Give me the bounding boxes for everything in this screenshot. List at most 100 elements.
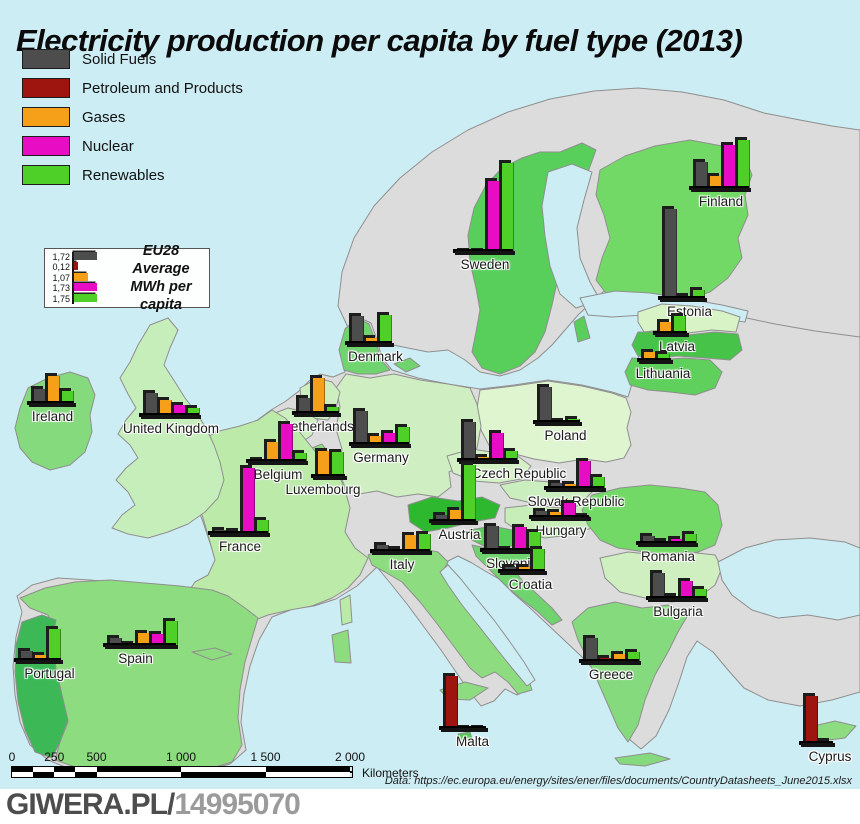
bar-renewables: [693, 290, 705, 300]
bar-petroleum: [600, 658, 612, 663]
legend-item-nuclear: Nuclear: [22, 136, 243, 156]
scale-tick-2000: 2 000: [334, 750, 366, 764]
bars-italy: [377, 534, 431, 553]
bars-spain: [110, 621, 178, 647]
chart-baseline: [459, 460, 519, 464]
chart-baseline: [16, 660, 63, 664]
bar-nuclear: [281, 424, 293, 463]
scale-bar-segments: [12, 767, 352, 777]
page-title: Electricity production per capita by fue…: [16, 22, 743, 58]
eu28-caption: EU28 Average MWh per capita: [116, 242, 206, 314]
country-label-romania: Romania: [640, 549, 696, 564]
chart-baseline: [648, 598, 708, 602]
bar-nuclear: [492, 433, 504, 462]
country-label-belgium: Belgium: [253, 467, 303, 482]
country-shape-crete: [614, 752, 671, 767]
chart-baseline: [351, 444, 411, 448]
scale-segment: [96, 772, 181, 777]
bar-gases: [710, 176, 722, 190]
eu28-average-box: 1,72 0,12 1,07 1,73 1,75 EU28 Average MWh pe…: [44, 243, 210, 313]
country-label-finland: Finland: [698, 194, 744, 209]
scale-segment: [33, 772, 55, 777]
bar-gases: [160, 400, 172, 417]
bar-renewables: [166, 621, 178, 647]
legend-label: Nuclear: [82, 137, 134, 155]
bars-united-kingdom: [146, 393, 200, 417]
bar-nuclear: [152, 634, 164, 647]
bar-solid: [146, 393, 158, 417]
bar-gases: [644, 352, 656, 362]
scale-segment: [54, 767, 76, 772]
country-label-bulgaria: Bulgaria: [653, 604, 703, 619]
legend-label: Solid Fuels: [82, 50, 157, 68]
bar-renewables: [506, 451, 518, 462]
scale-tick-1500: 1 500: [250, 750, 281, 764]
bars-belgium: [253, 424, 307, 463]
legend-list: Solid Fuels Petroleum and Products Gases Nu…: [22, 49, 243, 185]
chart-baseline: [535, 422, 582, 426]
country-label-ireland: Ireland: [31, 409, 74, 424]
chart-baseline: [482, 550, 542, 554]
country-label-greece: Greece: [588, 667, 634, 682]
chart-baseline: [660, 298, 707, 302]
watermark-site: GIWERA.PL/: [6, 788, 175, 821]
bar-solid: [110, 638, 122, 647]
bar-renewables: [593, 477, 605, 490]
bar-solid: [551, 483, 563, 490]
solid-color-swatch: [22, 49, 70, 69]
bar-gases: [614, 654, 626, 663]
bars-poland: [540, 387, 580, 424]
bar-solid: [34, 389, 46, 405]
eu28-mini-bar-chart: [72, 251, 116, 305]
bar-solid: [464, 422, 476, 462]
bar-gases: [35, 655, 47, 662]
chart-baseline: [801, 743, 835, 747]
bar-solid: [653, 573, 665, 600]
bar-solid: [643, 536, 655, 545]
bar-gases: [519, 567, 531, 573]
chart-baseline: [347, 343, 394, 347]
bar-solid: [487, 526, 499, 552]
eu28-title: EU28 Average: [132, 243, 190, 277]
bar-renewables: [419, 534, 431, 553]
eu28-bar-nuclear: [74, 283, 97, 292]
chart-baseline: [313, 476, 347, 480]
bottom-strip: [0, 789, 860, 824]
bar-nuclear: [671, 539, 683, 545]
country-shape-denmark-islands: [393, 357, 421, 373]
renewables-color-swatch: [22, 165, 70, 185]
country-label-sweden: Sweden: [460, 257, 510, 272]
chart-baseline: [441, 728, 488, 732]
bars-latvia: [660, 316, 686, 335]
scale-segment: [265, 772, 350, 777]
eu28-value: 1,07: [52, 272, 70, 283]
chart-baseline: [248, 461, 308, 465]
scale-bar-row-1: [12, 767, 352, 772]
country-shape-gotland: [573, 315, 591, 343]
chart-baseline: [210, 533, 270, 537]
bar-solid: [505, 567, 517, 573]
bars-cyprus: [806, 696, 832, 745]
scale-segment: [54, 772, 76, 777]
country-label-germany: Germany: [353, 450, 409, 465]
bar-renewables: [529, 532, 541, 552]
bar-renewables: [738, 140, 750, 190]
bar-renewables: [327, 407, 339, 415]
country-shape-sardinia: [331, 629, 352, 664]
country-label-united-kingdom: United Kingdom: [122, 421, 220, 436]
legend-label: Petroleum and Products: [82, 79, 243, 97]
chart-baseline: [531, 517, 591, 521]
bar-renewables: [568, 419, 580, 424]
bars-czech-republic: [464, 422, 518, 462]
eu28-bar-petroleum: [74, 262, 78, 271]
bars-slovak-republic: [551, 461, 605, 490]
bar-renewables: [62, 391, 74, 405]
country-label-poland: Poland: [544, 428, 587, 443]
chart-baseline: [141, 415, 201, 419]
bar-renewables: [533, 549, 545, 573]
country-shape-balearics: [191, 647, 233, 661]
map-scale-bar: 0 250 500 1 000 1 500 2 000 Kilometers: [9, 750, 430, 784]
bars-portugal: [21, 629, 61, 662]
gulf-of-bothnia: [541, 163, 601, 309]
bar-gases: [370, 436, 382, 446]
